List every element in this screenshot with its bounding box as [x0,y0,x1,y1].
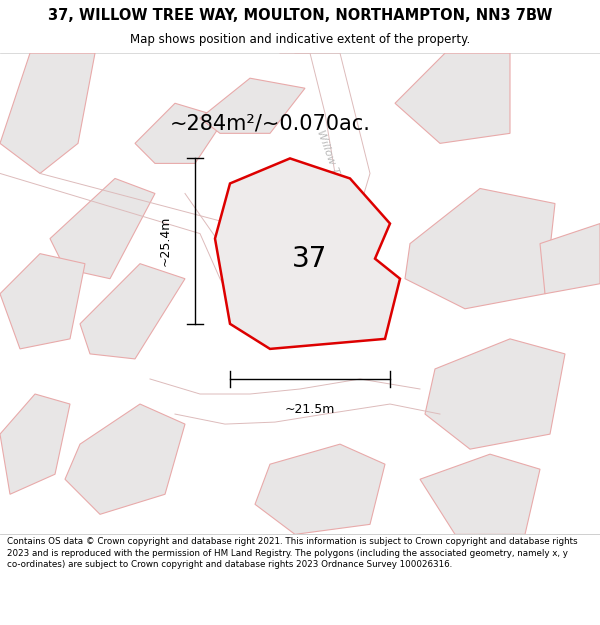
Polygon shape [200,78,305,133]
Polygon shape [50,179,155,279]
Polygon shape [255,444,385,534]
Text: ~284m²/~0.070ac.: ~284m²/~0.070ac. [170,113,370,133]
Polygon shape [135,103,225,163]
Polygon shape [248,194,355,294]
Polygon shape [0,53,95,173]
Polygon shape [425,339,565,449]
Text: Contains OS data © Crown copyright and database right 2021. This information is : Contains OS data © Crown copyright and d… [7,537,578,569]
Polygon shape [0,254,85,349]
Polygon shape [540,224,600,294]
Polygon shape [405,189,555,309]
Text: 37: 37 [292,244,328,272]
Polygon shape [0,394,70,494]
Polygon shape [80,264,185,359]
Text: ~21.5m: ~21.5m [285,402,335,416]
Text: ~25.4m: ~25.4m [158,216,172,266]
Text: 37, WILLOW TREE WAY, MOULTON, NORTHAMPTON, NN3 7BW: 37, WILLOW TREE WAY, MOULTON, NORTHAMPTO… [48,8,552,23]
Polygon shape [65,404,185,514]
Polygon shape [215,158,400,349]
Polygon shape [395,53,510,143]
Text: Map shows position and indicative extent of the property.: Map shows position and indicative extent… [130,33,470,46]
Text: Willow Tree Way: Willow Tree Way [314,129,355,218]
Polygon shape [420,454,540,534]
